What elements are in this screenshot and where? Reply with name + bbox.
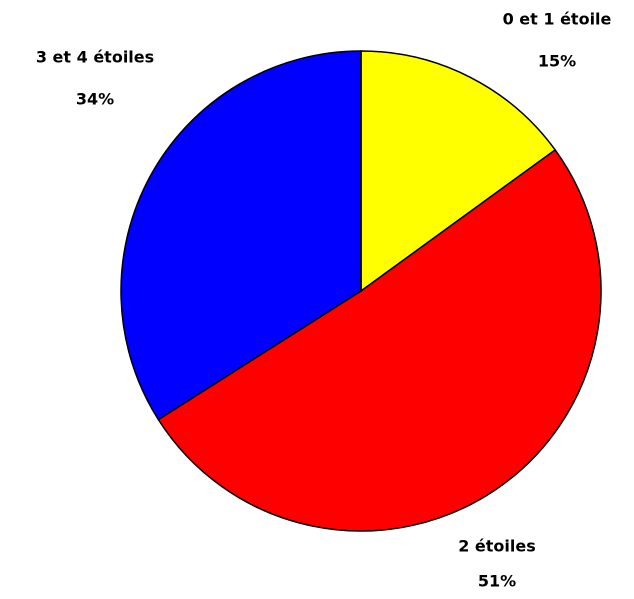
slice-value-label: 15% <box>538 52 576 71</box>
slice-value-label: 34% <box>76 90 114 109</box>
slice-label: 2 étoiles <box>458 537 536 556</box>
slice-label: 3 et 4 étoiles <box>36 48 154 67</box>
pie-slice <box>157 148 602 532</box>
slice-label: 0 et 1 étoile <box>503 10 612 29</box>
pie-slice <box>360 50 557 293</box>
slice-value-label: 51% <box>478 572 516 591</box>
pie-slice <box>120 50 362 421</box>
